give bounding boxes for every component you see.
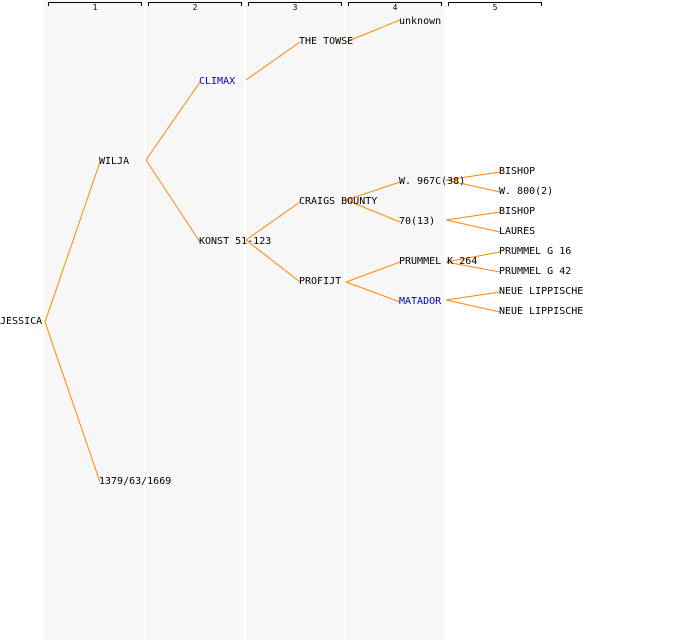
connector-sdds-sddsd (445, 261, 501, 273)
connector-sd-sdd (245, 239, 301, 283)
connector-sdss-sdssd (445, 179, 501, 193)
column-band-5 (446, 0, 544, 640)
connector-sddd-sdddd (445, 299, 501, 313)
pedigree-node-bishop-1: BISHOP (499, 166, 536, 177)
connector-sdsd-sdsds (445, 211, 501, 221)
generation-header-3: 3 (248, 0, 342, 14)
pedigree-node-w967c: W. 967C(38) (399, 176, 466, 187)
pedigree-node-laures: LAURES (499, 226, 536, 237)
pedigree-dam: 1379/63/1669 (99, 476, 172, 487)
generation-header-1: 1 (48, 0, 142, 14)
generation-header-5: 5 (448, 0, 542, 14)
connector-sd-sds (245, 201, 301, 241)
connector-sdd-sddd (345, 281, 401, 303)
pedigree-node-prummel-g42: PRUMMEL G 42 (499, 266, 572, 277)
connector-root-sire (44, 161, 101, 323)
pedigree-node-prummel-k264: PRUMMEL K 264 (399, 256, 478, 267)
pedigree-node-profijt: PROFIJT (299, 276, 342, 287)
connector-sdsd-sdsdd (445, 219, 501, 233)
connector-sire-sd (145, 159, 201, 243)
connector-sdd-sdds (345, 261, 401, 283)
pedigree-link-matador[interactable]: MATADOR (399, 296, 442, 307)
connector-sire-ss (145, 81, 201, 161)
column-band-1 (44, 0, 144, 640)
pedigree-node-neue-lippische-2: NEUE LIPPISCHE (499, 306, 584, 317)
connector-sds-sdsd (345, 199, 401, 223)
column-band-3 (246, 0, 344, 640)
pedigree-node-the-towse: THE TOWSE (299, 36, 354, 47)
connector-sdss-sdsss (445, 171, 501, 181)
pedigree-node-70-13: 70(13) (399, 216, 436, 227)
pedigree-sire: WILJA (99, 156, 130, 167)
connector-sds-sdss (345, 181, 401, 201)
pedigree-node-unknown: unknown (399, 16, 442, 27)
pedigree-node-neue-lippische-1: NEUE LIPPISCHE (499, 286, 584, 297)
generation-header-2: 2 (148, 0, 242, 14)
pedigree-node-konst: KONST 51-123 (199, 236, 272, 247)
connector-sdds-sddss (445, 251, 501, 263)
pedigree-node-w800: W. 800(2) (499, 186, 554, 197)
pedigree-root: JESSICA (0, 316, 43, 327)
generation-header-4: 4 (348, 0, 442, 14)
pedigree-node-bishop-2: BISHOP (499, 206, 536, 217)
connector-ss-sss (245, 41, 301, 81)
pedigree-node-prummel-g16: PRUMMEL G 16 (499, 246, 572, 257)
column-band-4 (346, 0, 444, 640)
connector-sddd-sddds (445, 291, 501, 301)
connector-sss-ssss (345, 19, 401, 43)
column-band-2 (146, 0, 244, 640)
pedigree-link-climax[interactable]: CLIMAX (199, 76, 236, 87)
connector-root-dam (44, 321, 101, 483)
pedigree-node-craigs-bounty: CRAIGS BOUNTY (299, 196, 378, 207)
